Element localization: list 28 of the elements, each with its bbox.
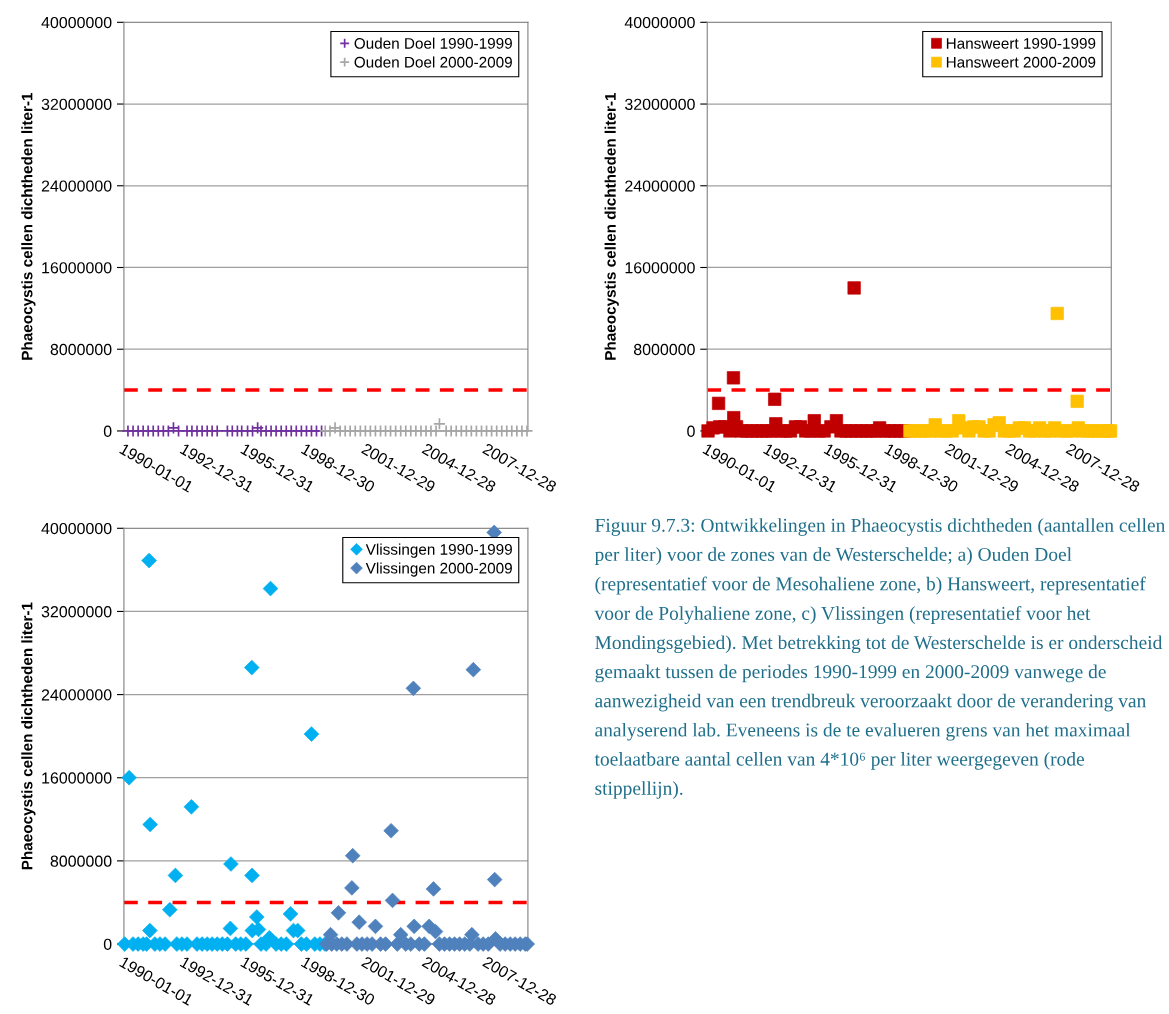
y-tick-label: 40000000 xyxy=(41,522,112,535)
legend-label: Vlissingen 1990-1999 xyxy=(365,543,512,558)
y-tick-label: 24000000 xyxy=(41,689,112,701)
legend-label: Hansweert 1990-1999 xyxy=(946,37,1096,49)
y-tick-label: 8000000 xyxy=(50,855,112,867)
y-tick-label: 8000000 xyxy=(633,343,695,356)
y-axis-title: Phaeocystis cellen dichtheden liter-1 xyxy=(604,92,619,360)
y-tick-label: 0 xyxy=(687,425,695,437)
y-axis-title: Phaeocystis cellen dichtheden liter-1 xyxy=(21,92,36,360)
y-tick-label: 0 xyxy=(103,425,112,437)
y-tick-label: 8000000 xyxy=(50,343,112,356)
y-tick-label: 16000000 xyxy=(42,772,112,784)
y-tick-label: 40000000 xyxy=(624,16,695,29)
text: Figuur 9.7.3: Ontwikkelingen in Phaeocystis dichtheden (aantallen cellen per liter) voor de zones van de Westerschelde; a) Ouden Doel (representatief voor de Mesohaliene zone, b) Hansweert, representatief voor de Polyhaliene zone, c) Vlissingen (representatief voor het Mondingsgebied). Met betrekking tot de Westerschelde is er onderscheid gemaakt tussen de periodes 1990-1999 en 2000-2009 vanwege de aanwezigheid van een trendbreuk veroorzaakt door de verandering van analyserend lab. Eveneens is de te evalueren grens van het maximaal toelaatbare aantal cellen van 4*10⁶ per liter weergegeven (rode stippellijn). xyxy=(594,518,1166,799)
y-axis-title: Phaeocystis cellen dichtheden liter-1 xyxy=(21,602,36,870)
legend-label: Vlissingen 2000-2009 xyxy=(365,562,512,577)
legend-label: Hansweert 2000-2009 xyxy=(946,56,1096,68)
y-tick-label: 24000000 xyxy=(41,180,112,192)
legend-label: Ouden Doel 2000-2009 xyxy=(354,56,512,68)
y-tick-label: 0 xyxy=(103,938,112,950)
y-tick-label: 32000000 xyxy=(624,98,695,110)
y-tick-label: 16000000 xyxy=(42,262,112,274)
y-tick-label: 32000000 xyxy=(41,98,112,110)
y-tick-label: 16000000 xyxy=(625,262,695,274)
legend-label: Ouden Doel 1990-1999 xyxy=(354,37,512,49)
y-tick-label: 24000000 xyxy=(625,180,695,192)
y-tick-label: 32000000 xyxy=(41,606,112,618)
y-tick-label: 40000000 xyxy=(41,16,112,29)
